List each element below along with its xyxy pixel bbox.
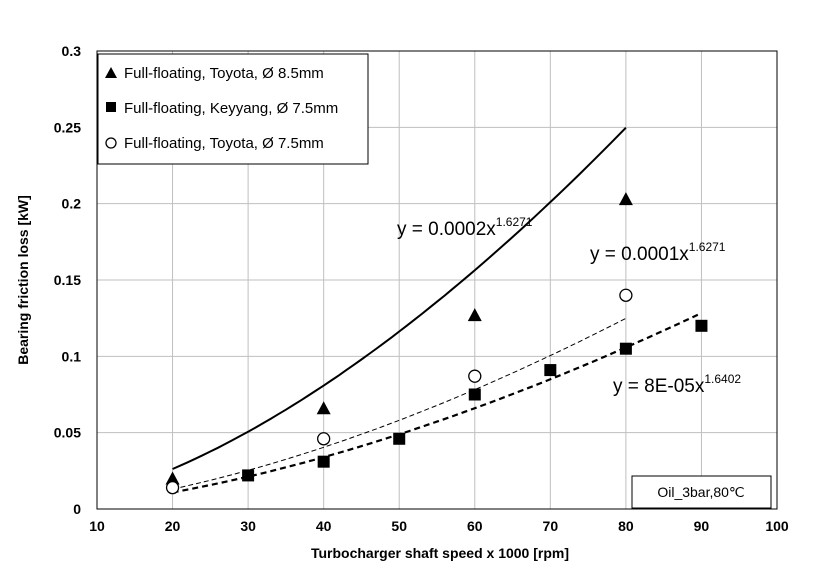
y-tick-label: 0.3: [62, 43, 82, 59]
equation-exponent: 1.6271: [689, 240, 726, 254]
x-tick-label: 60: [467, 518, 483, 534]
data-point-square: [544, 364, 557, 377]
trendline: [172, 126, 627, 470]
y-tick-label: 0.25: [54, 119, 81, 135]
trendlines: [172, 126, 702, 494]
legend-square-icon: [106, 102, 116, 112]
equation-base: y = 0.0001x: [590, 244, 689, 265]
x-tick-label: 100: [765, 518, 789, 534]
data-point-triangle: [467, 308, 482, 322]
y-tick-label: 0: [73, 501, 81, 517]
legend-entry-toyota-7-5: Full-floating, Toyota, Ø 7.5mm: [124, 135, 324, 152]
legend: Full-floating, Toyota, Ø 8.5mm Full-floa…: [97, 53, 369, 165]
equation-base: y = 8E-05x: [613, 376, 705, 397]
data-point-circle: [317, 432, 331, 446]
data-point-square: [242, 469, 255, 482]
condition-box: Oil_3bar,80℃: [631, 475, 772, 509]
x-tick-label: 40: [316, 518, 332, 534]
equation-exponent: 1.6271: [496, 215, 533, 229]
data-point-square: [468, 388, 481, 401]
x-tick-label: 90: [694, 518, 710, 534]
legend-triangle-icon: [105, 67, 117, 78]
y-tick-label: 0.15: [54, 272, 81, 288]
equation-base: y = 0.0002x: [397, 219, 496, 240]
x-tick-label: 20: [165, 518, 181, 534]
x-tick-label: 10: [89, 518, 105, 534]
legend-entry-toyota-8-5: Full-floating, Toyota, Ø 8.5mm: [124, 65, 324, 82]
y-tick-label: 0.2: [62, 196, 82, 212]
data-point-circle: [165, 480, 180, 495]
condition-frame: [631, 475, 772, 509]
data-point-triangle: [316, 401, 331, 415]
legend-box: [97, 53, 369, 165]
data-markers: [165, 192, 708, 495]
data-point-square: [619, 342, 632, 355]
plot-frame: [96, 50, 778, 510]
data-point-circle: [619, 288, 633, 302]
trendline: [172, 312, 702, 494]
x-tick-label: 50: [391, 518, 407, 534]
data-point-triangle: [618, 192, 633, 206]
data-point-square: [695, 319, 708, 332]
x-tick-label: 30: [240, 518, 256, 534]
data-point-triangle: [165, 471, 180, 485]
legend-circle-icon: [105, 137, 117, 149]
y-tick-label: 0.05: [54, 425, 81, 441]
y-tick-label: 0.1: [62, 348, 82, 364]
equation-toyota-8-5: y = 0.0002x1.6271: [397, 215, 533, 240]
grid-lines: [97, 51, 777, 509]
equation-exponent: 1.6402: [704, 372, 741, 386]
data-point-circle: [468, 369, 482, 383]
x-tick-label: 70: [543, 518, 559, 534]
y-axis-label: Bearing friction loss [kW]: [15, 195, 31, 365]
x-axis-ticks: 10 20 30 40 50 60 70 80 90 100: [89, 518, 789, 534]
equation-keyyang-7-5: y = 8E-05x1.6402: [613, 372, 741, 397]
data-point-square: [317, 455, 330, 468]
x-tick-label: 80: [618, 518, 634, 534]
condition-label: Oil_3bar,80℃: [657, 484, 744, 500]
legend-entry-keyyang-7-5: Full-floating, Keyyang, Ø 7.5mm: [124, 100, 338, 117]
y-axis-ticks: 0 0.05 0.1 0.15 0.2 0.25 0.3: [54, 43, 81, 517]
data-point-square: [393, 432, 406, 445]
x-axis-label: Turbocharger shaft speed x 1000 [rpm]: [311, 545, 569, 561]
equation-toyota-7-5: y = 0.0001x1.6271: [590, 240, 726, 265]
trendline: [172, 317, 627, 490]
